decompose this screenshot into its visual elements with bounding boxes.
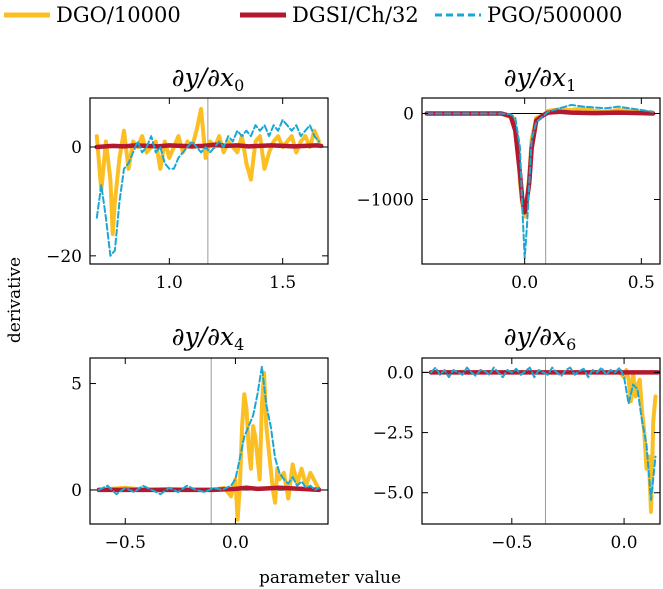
xtick-label-x4-1: 0.0 xyxy=(222,533,249,553)
xtick-label-x6-1: 0.0 xyxy=(611,533,638,553)
xtick-label-x4-0: −0.5 xyxy=(105,533,146,553)
series-dgo-x4 xyxy=(96,370,322,522)
frame-x4 xyxy=(89,357,329,525)
xtick-label-x0-1: 1.5 xyxy=(269,273,296,293)
legend-entry-pgo: PGO/500000 xyxy=(435,3,622,27)
series-group-x1 xyxy=(424,103,656,259)
series-group-x6 xyxy=(428,366,660,514)
panel-x1: 0.0 0.5 0 −1000 xyxy=(356,97,661,293)
xtick-label-x6-0: −0.5 xyxy=(491,533,532,553)
series-dgo-x1 xyxy=(424,106,655,219)
xtick-label-x0-0: 1.0 xyxy=(156,273,183,293)
xtick-label-x1-1: 0.5 xyxy=(628,273,655,293)
panel-title-x1: ∂y/∂x1 xyxy=(504,63,577,95)
panel-x0: 1.0 1.5 0 −20 xyxy=(46,97,329,293)
panel-title-x4: ∂y/∂x4 xyxy=(172,322,245,354)
ytick-label-x4-0: 0 xyxy=(71,481,82,501)
x-axis-label: parameter value xyxy=(259,568,401,588)
series-pgo-x4 xyxy=(97,365,321,496)
panel-title-x0: ∂y/∂x0 xyxy=(172,63,245,95)
legend-entry-dgsi: DGSI/Ch/32 xyxy=(240,3,419,27)
legend-entry-dgo: DGO/10000 xyxy=(4,3,181,27)
ytick-label-x6-1: −2.5 xyxy=(373,424,414,444)
panel-x4: −0.5 0.0 0 5 xyxy=(71,357,329,553)
y-axis-label: derivative xyxy=(5,257,25,343)
ytick-label-x0-1: −20 xyxy=(46,247,82,267)
series-pgo-x0 xyxy=(95,118,320,257)
legend-label-dgo: DGO/10000 xyxy=(56,3,181,27)
ytick-label-x1-1: −1000 xyxy=(356,190,414,210)
series-pgo-x1 xyxy=(425,103,654,259)
series-group-x0 xyxy=(94,106,324,257)
series-dgsi-x4 xyxy=(96,485,322,493)
xtick-label-x1-0: 0.0 xyxy=(511,273,538,293)
frame-x0 xyxy=(89,97,329,265)
series-dgsi-x1 xyxy=(424,109,656,215)
legend: DGO/10000 DGSI/Ch/32 PGO/500000 xyxy=(4,3,622,27)
ytick-label-x0-0: 0 xyxy=(71,138,82,158)
series-group-x4 xyxy=(96,365,322,522)
panels: 1.0 1.50−200.0 0.50−1000−0.5 0.005−0.5 0.00.… xyxy=(46,97,661,553)
legend-label-pgo: PGO/500000 xyxy=(487,3,622,27)
legend-label-dgsi: DGSI/Ch/32 xyxy=(292,3,419,27)
ytick-label-x6-0: 0.0 xyxy=(387,363,414,383)
ytick-label-x6-2: −5.0 xyxy=(373,484,414,504)
series-pgo-x6 xyxy=(430,366,657,501)
series-dgo-x6 xyxy=(429,368,658,514)
ytick-label-x1-0: 0 xyxy=(403,104,414,124)
panel-x6: −0.5 0.0 0.0 −2.5 −5.0 xyxy=(373,357,661,553)
series-dgsi-x0 xyxy=(94,142,324,150)
panel-title-x6: ∂y/∂x6 xyxy=(504,322,577,354)
ytick-label-x4-1: 5 xyxy=(71,375,82,395)
frame-x1 xyxy=(421,97,661,265)
frame-x6 xyxy=(421,357,661,525)
